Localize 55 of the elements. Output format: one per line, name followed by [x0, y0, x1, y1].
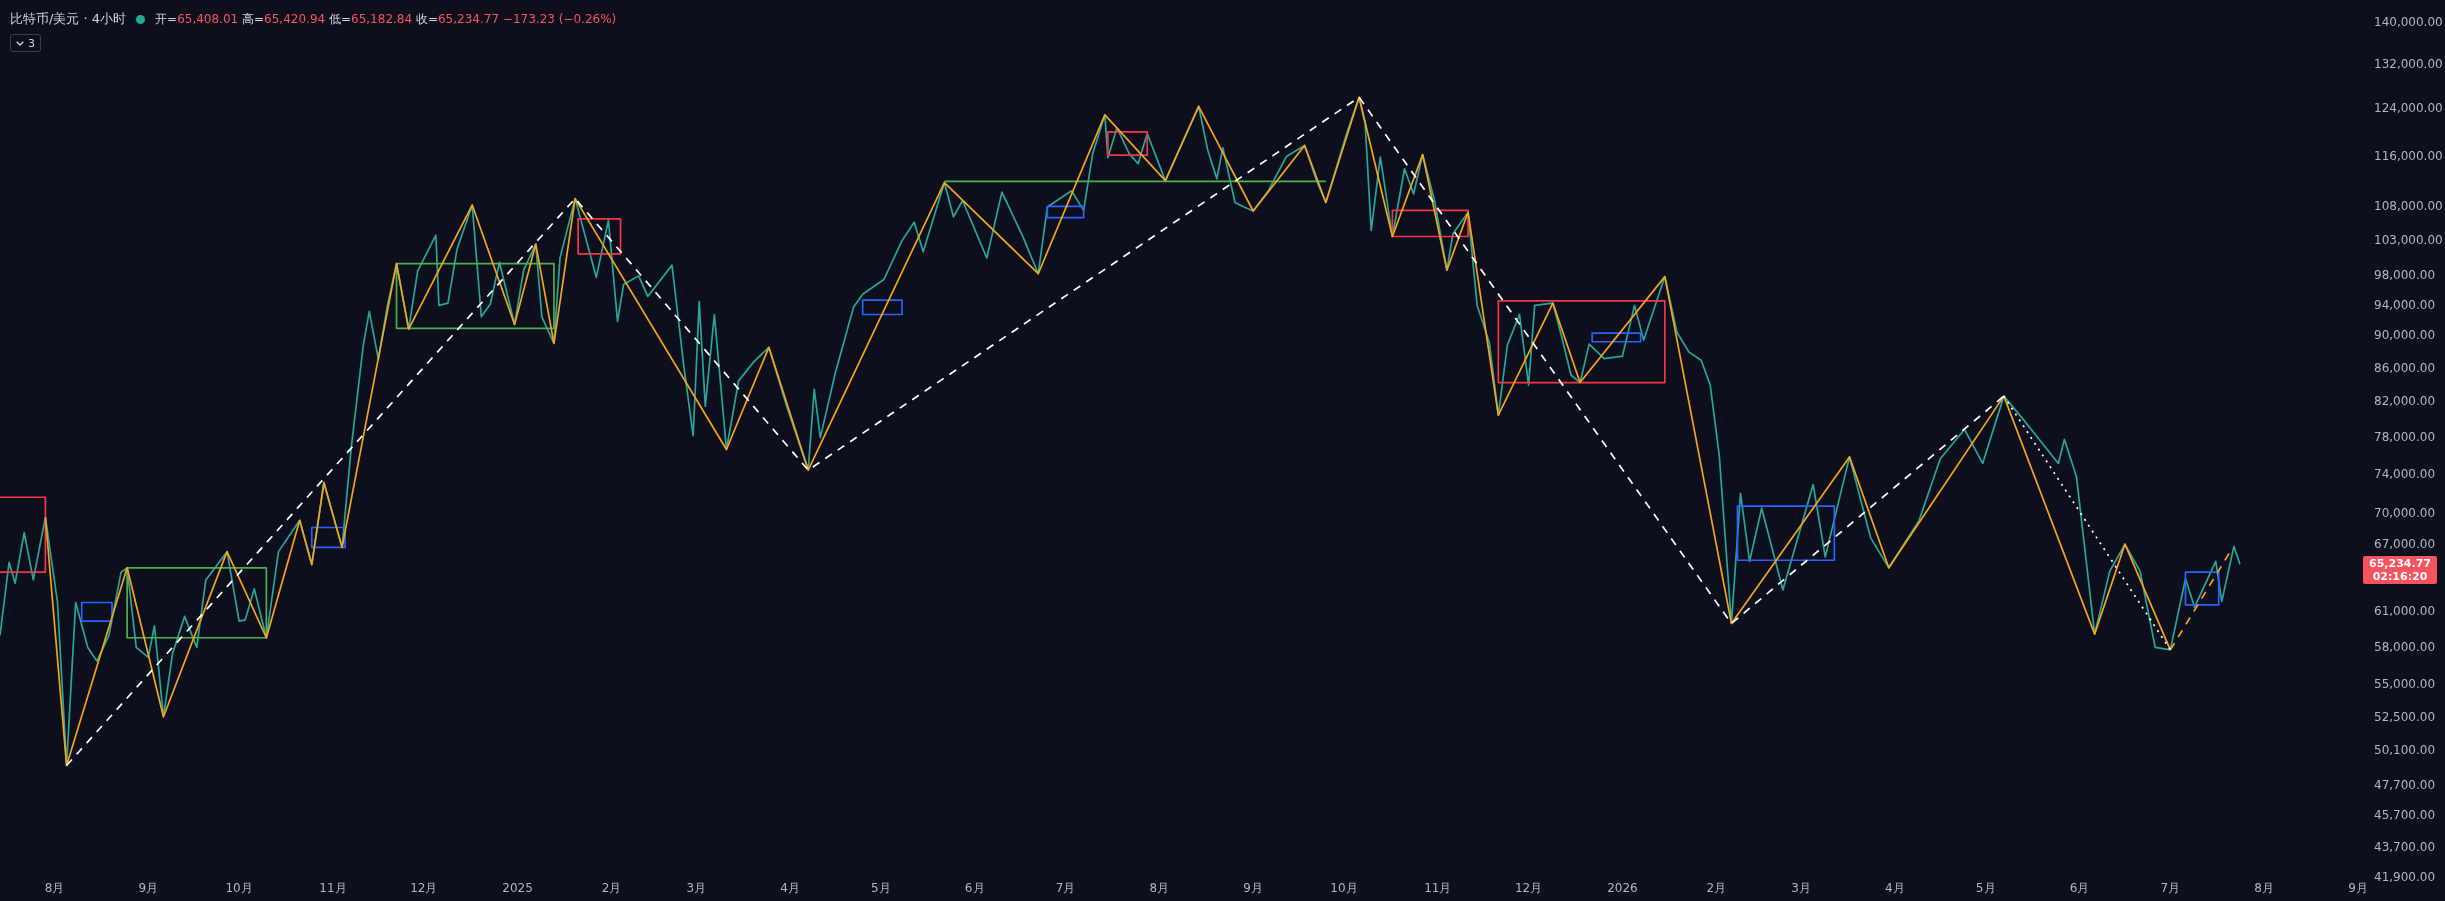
- y-tick-label: 108,000.00: [2374, 199, 2443, 214]
- y-tick-label: 43,700.00: [2374, 840, 2436, 855]
- y-tick-label: 67,000.00: [2374, 537, 2436, 552]
- x-tick-label: 6月: [2069, 881, 2090, 896]
- x-tick-label: 5月: [1975, 881, 1996, 896]
- x-tick-label: 10月: [225, 881, 253, 896]
- x-tick-label: 9月: [1243, 881, 1263, 896]
- y-tick-label: 74,000.00: [2374, 466, 2436, 481]
- x-tick-label: 5月: [871, 881, 891, 896]
- annotation: 3: [28, 36, 35, 50]
- x-tick-label: 7月: [1055, 881, 1076, 896]
- chart-subtitle: 开=65,408.01 高=65,420.94 低=65,182.84 收=65,234.77 −173.23 (−0.26%): [155, 11, 617, 26]
- x-tick-label: 4月: [780, 881, 800, 896]
- y-tick-label: 45,700.00: [2374, 808, 2436, 823]
- x-tick-label: 6月: [964, 881, 985, 896]
- x-tick-label: 8月: [1149, 881, 1170, 896]
- y-tick-label: 52,500.00: [2374, 710, 2436, 725]
- x-tick-label: 7月: [2160, 881, 2181, 896]
- text: 65,234.77: [2368, 557, 2432, 571]
- y-tick-label: 47,700.00: [2374, 778, 2436, 793]
- y-tick-label: 55,000.00: [2374, 677, 2436, 692]
- y-tick-label: 78,000.00: [2374, 429, 2436, 444]
- y-tick-label: 58,000.00: [2374, 639, 2436, 654]
- y-tick-label: 132,000.00: [2374, 57, 2443, 72]
- x-tick-label: 8月: [2254, 881, 2274, 896]
- y-tick-label: 90,000.00: [2374, 328, 2436, 343]
- x-tick-label: 4月: [1885, 881, 1905, 896]
- y-tick-label: 61,000.00: [2374, 603, 2436, 618]
- chart-title: 比特币/美元 · 4小时: [10, 10, 127, 28]
- y-tick-label: 70,000.00: [2374, 506, 2436, 521]
- y-tick-label: 94,000.00: [2374, 297, 2436, 312]
- x-tick-label: 12月: [1514, 881, 1543, 896]
- y-tick-label: 124,000.00: [2374, 101, 2443, 116]
- x-tick-label: 2月: [1706, 881, 1727, 896]
- text: 02:16:20: [2371, 570, 2429, 584]
- y-tick-label: 50,100.00: [2374, 743, 2436, 758]
- x-tick-label: 12月: [410, 881, 438, 896]
- y-tick-label: 116,000.00: [2374, 148, 2443, 163]
- y-tick-label: 98,000.00: [2374, 268, 2436, 282]
- x-tick-label: 9月: [2348, 881, 2368, 896]
- x-tick-label: 10月: [1330, 881, 1358, 896]
- x-tick-label: 8月: [44, 881, 65, 896]
- x-tick-label: 11月: [319, 881, 347, 896]
- x-tick-label: 11月: [1424, 881, 1452, 896]
- y-tick-label: 103,000.00: [2374, 232, 2443, 247]
- y-tick-label: 140,000.00: [2374, 15, 2443, 30]
- x-tick-label: 2026: [1607, 881, 1638, 896]
- x-tick-label: 3月: [686, 881, 707, 896]
- x-tick-label: 9月: [138, 881, 159, 896]
- x-tick-label: 3月: [1791, 881, 1811, 896]
- y-tick-label: 86,000.00: [2374, 360, 2436, 375]
- y-tick-label: 82,000.00: [2374, 394, 2436, 409]
- x-tick-label: 2025: [502, 881, 533, 896]
- y-tick-label: 41,900.00: [2374, 869, 2436, 884]
- x-tick-label: 2月: [601, 881, 622, 896]
